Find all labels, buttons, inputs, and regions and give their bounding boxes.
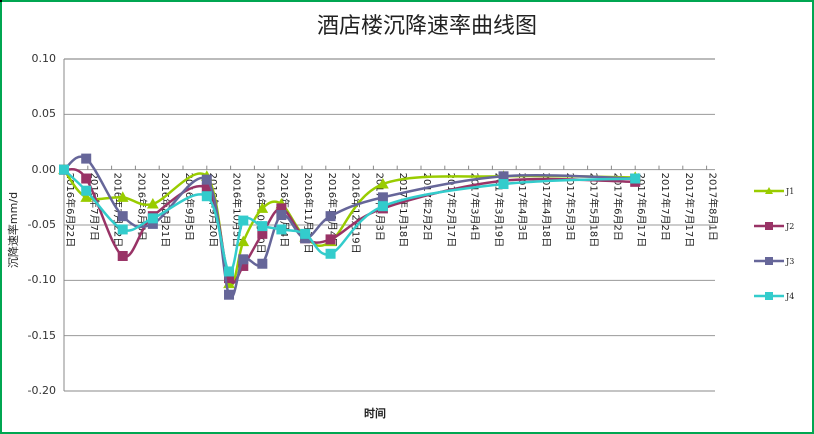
x-tick-label: 2017年3月4日: [469, 173, 482, 241]
square-marker: [630, 173, 641, 184]
square-marker: [81, 173, 92, 184]
x-tick-label: 2017年5月3日: [564, 173, 577, 241]
x-tick-label: 2016年12月19日: [350, 173, 363, 254]
square-marker: [117, 224, 128, 235]
x-tick-label: 2017年7月17日: [683, 173, 696, 248]
square-marker: [325, 211, 336, 222]
square-marker: [81, 153, 92, 164]
square-marker: [498, 179, 509, 190]
series-J4: [59, 164, 641, 277]
square-marker: [201, 191, 212, 202]
x-tick-label: 2017年7月2日: [659, 173, 672, 241]
y-tick-label: -0.05: [27, 218, 56, 231]
x-tick-label: 2017年6月2日: [611, 173, 624, 241]
square-marker: [201, 174, 212, 185]
triangle-marker: [147, 197, 159, 209]
x-tick-label: 2017年5月18日: [588, 173, 601, 248]
legend-label: J1: [786, 186, 795, 196]
square-marker: [325, 234, 336, 245]
square-marker: [117, 250, 128, 261]
legend-item-J4: J4: [754, 290, 794, 304]
legend-item-J3: J3: [754, 255, 794, 269]
square-marker: [224, 289, 235, 300]
x-tick-label: 2017年1月18日: [397, 173, 410, 248]
x-tick-label: 2017年6月17日: [635, 173, 648, 248]
square-marker: [300, 228, 311, 239]
legend-label: J2: [786, 221, 795, 231]
square-marker: [147, 218, 158, 229]
x-tick-label: 2017年8月1日: [707, 173, 720, 241]
square-marker: [59, 164, 69, 175]
x-tick-label: 2017年2月2日: [421, 173, 434, 241]
x-tick-label: 2016年10月5日: [231, 173, 244, 248]
x-tick-label: 2016年12月4日: [326, 173, 339, 248]
triangle-marker: [237, 235, 250, 247]
square-marker: [238, 215, 249, 226]
square-marker: [377, 201, 388, 212]
y-tick-label: 0.00: [31, 162, 57, 176]
chart-title: 酒店楼沉降速率曲线图: [316, 14, 537, 39]
triangle-marker: [116, 191, 129, 202]
square-marker: [257, 258, 268, 269]
legend-label: J4: [786, 291, 795, 301]
square-marker: [276, 203, 287, 214]
x-axis-label: 时间: [364, 407, 386, 420]
square-marker: [224, 273, 235, 284]
square-marker: [257, 221, 268, 232]
x-tick-label: 2017年3月19日: [492, 173, 505, 248]
y-tick-label: -0.10: [27, 273, 56, 287]
y-tick-label: 0.10: [31, 52, 57, 65]
triangle-marker: [80, 191, 93, 202]
square-marker: [201, 183, 212, 194]
square-marker: [325, 248, 336, 259]
triangle-marker: [377, 178, 389, 189]
x-tick-label: 2016年6月22日: [64, 173, 77, 248]
square-marker: [147, 213, 158, 224]
square-marker: [257, 228, 268, 239]
square-marker: [276, 224, 287, 235]
y-tick-label: -0.20: [27, 384, 56, 397]
legend-swatch: [754, 292, 784, 300]
square-marker: [224, 266, 235, 277]
legend-item-J1: J1: [754, 185, 794, 199]
legend-swatch: [754, 257, 784, 265]
y-tick-label: -0.15: [27, 328, 56, 342]
square-marker: [498, 171, 509, 182]
square-marker: [238, 260, 249, 271]
square-marker: [117, 211, 128, 222]
square-marker: [238, 254, 249, 265]
x-tick-label: 2017年4月3日: [516, 173, 529, 241]
square-marker: [377, 192, 388, 203]
y-tick-label: 0.05: [31, 107, 57, 121]
square-marker: [276, 210, 287, 221]
legend-swatch: [754, 187, 784, 194]
legend-label: J3: [786, 256, 795, 266]
square-marker: [81, 185, 92, 196]
legend-swatch: [754, 222, 784, 230]
legend-item-J2: J2: [754, 220, 794, 234]
triangle-marker: [256, 202, 269, 213]
x-tick-label: 2017年4月18日: [540, 173, 553, 248]
